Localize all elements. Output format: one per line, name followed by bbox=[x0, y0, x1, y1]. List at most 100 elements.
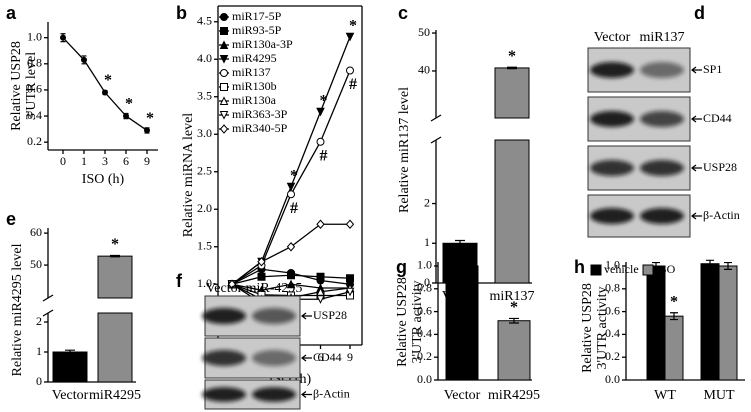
y-tick-label: 2 bbox=[424, 195, 430, 209]
y-tick-label: 3.0 bbox=[197, 126, 212, 140]
bar bbox=[445, 265, 479, 381]
legend-label: vehicle bbox=[604, 262, 639, 276]
bar bbox=[97, 255, 133, 299]
panel-label: f bbox=[176, 271, 183, 291]
significance-mark: * bbox=[104, 72, 112, 89]
blot-band bbox=[640, 160, 684, 176]
x-axis-label: ISO (h) bbox=[82, 172, 125, 187]
label-arrow bbox=[301, 391, 312, 398]
y-tick-label: 0.8 bbox=[27, 56, 42, 70]
y-tick-label: 0 bbox=[424, 275, 430, 289]
panel-label: h bbox=[574, 257, 585, 277]
significance-mark: * bbox=[508, 48, 516, 65]
legend-marker bbox=[219, 124, 229, 134]
y-tick-label: 1.0 bbox=[197, 276, 212, 290]
y-tick-label: 50 bbox=[30, 257, 42, 271]
y-tick-label: 0 bbox=[36, 374, 42, 388]
label-arrow bbox=[301, 354, 312, 362]
bar bbox=[646, 265, 666, 381]
y-tick-label: 2.5 bbox=[197, 164, 212, 178]
y-tick-label: 0.8 bbox=[605, 281, 620, 295]
point bbox=[257, 256, 266, 267]
legend-label: miR130a-3P bbox=[232, 37, 293, 51]
point bbox=[81, 56, 87, 63]
y-axis-label: Relative USP28 bbox=[9, 41, 24, 131]
point bbox=[286, 279, 296, 289]
blot-band bbox=[590, 208, 634, 224]
point bbox=[316, 107, 325, 117]
panel-label: a bbox=[6, 3, 17, 23]
point bbox=[123, 113, 129, 120]
blot-band bbox=[252, 350, 296, 366]
y-tick-label: 4.0 bbox=[197, 51, 212, 65]
y-tick-label: 1 bbox=[424, 235, 430, 249]
point bbox=[286, 182, 296, 192]
point bbox=[345, 32, 355, 42]
point bbox=[227, 279, 237, 290]
y-tick-label: 60 bbox=[30, 225, 42, 239]
axis-break bbox=[42, 294, 54, 302]
label-arrow bbox=[691, 115, 702, 123]
x-tick-label: 6 bbox=[318, 350, 324, 364]
x-tick-label: Vector bbox=[444, 388, 481, 403]
x-tick-label: WT bbox=[654, 388, 676, 403]
y-tick-label: 0.0 bbox=[605, 372, 620, 386]
legend-label: miR363-3P bbox=[232, 107, 288, 121]
blot-band bbox=[202, 350, 246, 366]
label-arrow bbox=[301, 312, 312, 320]
y-tick-label: 3.5 bbox=[197, 89, 212, 103]
bar bbox=[664, 315, 684, 381]
y-tick-label: 0.4 bbox=[27, 108, 42, 122]
y-tick-label: 1.0 bbox=[27, 29, 42, 43]
y-tick-label: 40 bbox=[418, 63, 430, 77]
band-label: SP1 bbox=[703, 62, 722, 76]
blot-band bbox=[640, 208, 684, 224]
bar bbox=[718, 265, 738, 381]
legend-label: miR4295 bbox=[232, 51, 277, 65]
legend-marker bbox=[220, 83, 228, 91]
panel-label: d bbox=[694, 3, 705, 23]
significance-mark: # bbox=[320, 147, 328, 164]
point bbox=[345, 287, 355, 297]
y-tick-label: 0.2 bbox=[605, 349, 620, 363]
lane-label: miR-4295 bbox=[246, 281, 303, 296]
significance-mark: * bbox=[510, 299, 518, 316]
blot-band bbox=[202, 308, 246, 324]
point bbox=[144, 127, 150, 134]
axis-break bbox=[42, 309, 54, 317]
legend-label: miR93-5P bbox=[232, 23, 282, 37]
y-axis-label: Relative miR137 level bbox=[397, 87, 412, 213]
significance-mark: * bbox=[349, 17, 357, 34]
y-axis-label: Relative USP28 bbox=[395, 277, 410, 367]
significance-mark: * bbox=[111, 236, 119, 253]
legend-label: miR17-5P bbox=[232, 9, 282, 23]
point bbox=[102, 89, 108, 96]
error-bar bbox=[455, 239, 465, 247]
significance-mark: * bbox=[670, 293, 678, 310]
x-tick-label: Vector bbox=[52, 388, 89, 403]
legend-marker bbox=[220, 13, 228, 21]
error-bar bbox=[65, 349, 75, 355]
bar bbox=[97, 312, 133, 383]
band-label: USP28 bbox=[703, 160, 737, 174]
y-tick-label: 0.4 bbox=[417, 326, 432, 340]
panel-label: b bbox=[176, 3, 187, 23]
lane-label: miR137 bbox=[639, 30, 684, 45]
point bbox=[60, 34, 66, 41]
x-tick-label: miR4295 bbox=[89, 388, 141, 403]
legend-marker bbox=[219, 111, 229, 120]
point bbox=[287, 190, 295, 199]
y-tick-label: 50 bbox=[418, 25, 430, 39]
point bbox=[346, 66, 354, 75]
significance-mark: * bbox=[125, 96, 133, 113]
blot-band bbox=[590, 111, 634, 127]
blot-band bbox=[590, 160, 634, 176]
point bbox=[257, 272, 266, 281]
y-tick-label: 0.8 bbox=[417, 281, 432, 295]
bar bbox=[494, 139, 530, 284]
band-label: CD44 bbox=[313, 350, 342, 364]
y-axis-label: Relative miR4295 level bbox=[10, 243, 25, 376]
x-tick-label: 1 bbox=[81, 154, 87, 168]
error-bar bbox=[509, 317, 519, 324]
